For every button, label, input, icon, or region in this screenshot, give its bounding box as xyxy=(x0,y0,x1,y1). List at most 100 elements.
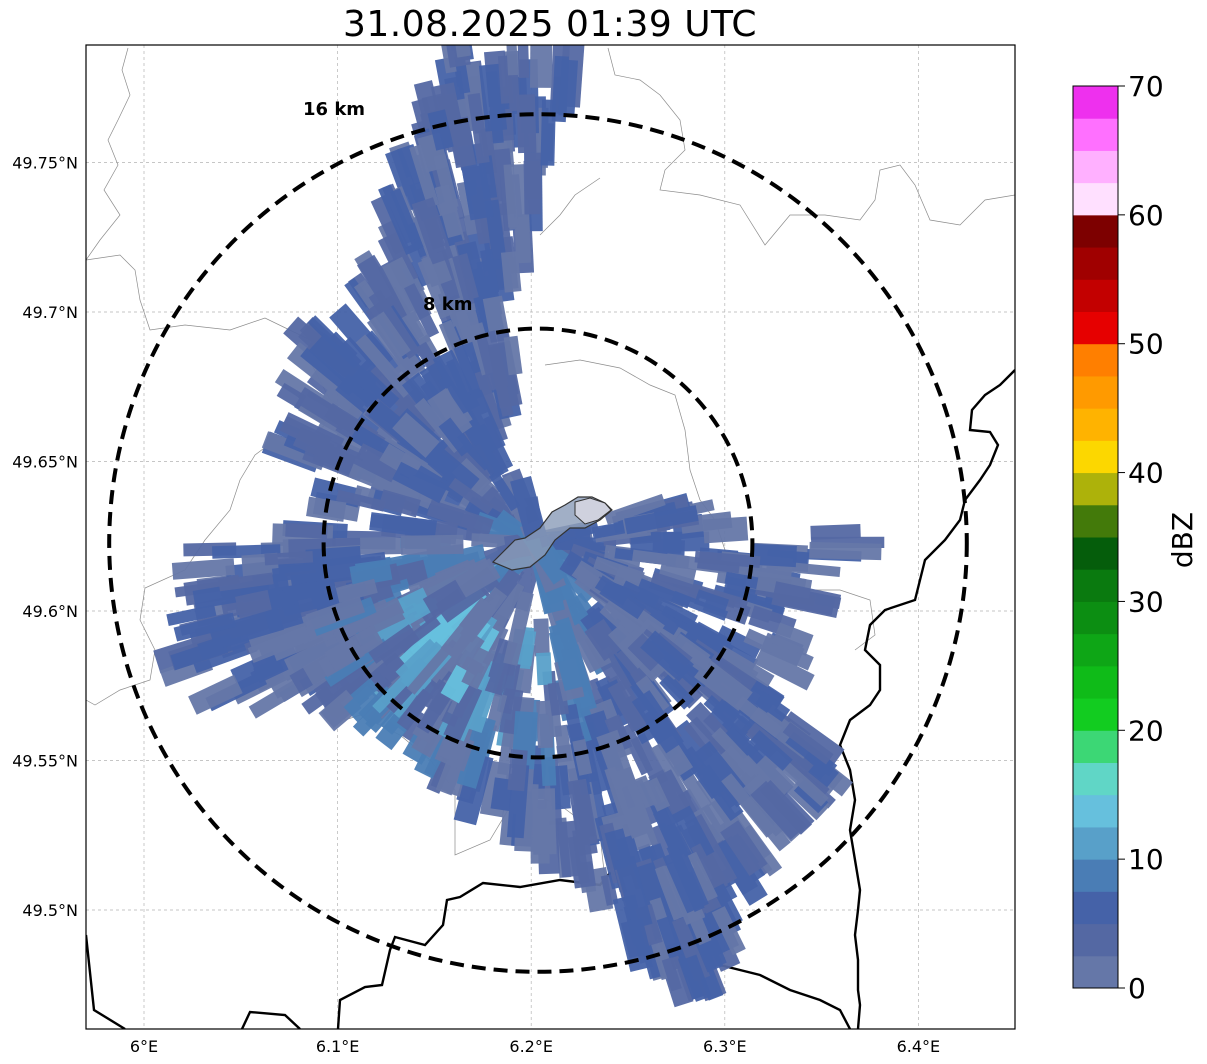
colorbar-label: dBZ xyxy=(1166,512,1199,568)
echo-cell xyxy=(426,499,494,536)
echo-cell xyxy=(507,749,528,792)
colorbar-segment xyxy=(1073,343,1118,377)
echo-cell xyxy=(503,335,523,376)
commune-boundary xyxy=(607,47,1015,246)
lat-tick-label: 49.55°N xyxy=(12,752,78,771)
echo-cell xyxy=(661,957,682,992)
echo-cell xyxy=(584,618,624,661)
colorbar-segment xyxy=(1073,375,1118,409)
echo-cell xyxy=(467,92,490,164)
map-frame xyxy=(85,44,1016,1030)
echo-cell xyxy=(533,618,550,657)
echo-cell xyxy=(517,45,530,79)
range-ring-label: 8 km xyxy=(423,294,473,315)
radar-echoes xyxy=(153,45,885,1008)
echo-cell xyxy=(463,389,506,453)
echo-cell xyxy=(452,558,501,599)
echo-cell xyxy=(392,461,449,504)
echo-cell xyxy=(396,688,434,731)
echo-cell xyxy=(166,604,217,626)
echo-cell xyxy=(343,685,382,723)
echo-cell xyxy=(427,109,454,151)
echo-cell xyxy=(771,581,842,619)
echo-cell xyxy=(548,621,586,692)
echo-cell xyxy=(607,678,651,733)
lat-tick-label: 49.65°N xyxy=(12,453,78,472)
echo-cell xyxy=(640,630,694,682)
echo-cell xyxy=(751,754,796,799)
echo-cell xyxy=(301,685,335,715)
echo-cell xyxy=(392,412,440,458)
echo-cell xyxy=(271,562,324,582)
echo-cell xyxy=(694,589,730,614)
colorbar-tick-label: 50 xyxy=(1128,328,1164,361)
echo-cell xyxy=(620,917,651,959)
echo-cell xyxy=(171,558,235,580)
echo-cell xyxy=(456,715,496,789)
echo-cell xyxy=(492,371,514,417)
echo-cell xyxy=(721,773,777,838)
echo-cell xyxy=(715,625,763,659)
echo-cell xyxy=(772,622,814,656)
colorbar-segment xyxy=(1073,633,1118,667)
lat-tick-label: 49.75°N xyxy=(12,154,78,173)
echo-cell xyxy=(712,698,753,738)
colorbar-segment xyxy=(1073,859,1118,892)
colorbar-segment xyxy=(1073,665,1118,699)
echo-cell xyxy=(530,45,553,88)
echo-cell xyxy=(417,257,453,320)
echo-cell xyxy=(369,512,438,539)
colorbar-segment xyxy=(1073,408,1118,441)
colorbar-segment xyxy=(1073,826,1118,860)
colorbar-segment xyxy=(1073,118,1118,151)
colorbar-segment xyxy=(1073,923,1118,957)
echo-cell xyxy=(292,427,362,473)
echo-cell xyxy=(712,883,743,927)
echo-cell xyxy=(711,727,760,778)
colorbar-segment xyxy=(1073,150,1118,184)
country-border xyxy=(240,1010,301,1029)
country-border xyxy=(86,934,126,1029)
echo-cell xyxy=(422,579,467,618)
echo-cell xyxy=(604,493,666,525)
lat-tick-label: 49.6°N xyxy=(22,602,78,621)
echo-cell xyxy=(632,549,690,569)
echo-cell xyxy=(594,575,631,606)
echo-cell xyxy=(192,639,258,674)
echo-cell xyxy=(567,618,612,674)
echo-cell xyxy=(755,691,791,722)
echo-cell xyxy=(555,617,578,651)
echo-cell xyxy=(448,122,477,169)
colorbar-segment xyxy=(1073,569,1118,602)
echo-cell xyxy=(514,216,532,264)
colorbar-segment xyxy=(1073,762,1118,796)
echo-cell xyxy=(671,590,729,621)
colorbar-segment xyxy=(1073,955,1118,989)
colorbar-frame xyxy=(1072,85,1119,989)
echo-cell xyxy=(694,550,761,568)
colorbar-segment xyxy=(1073,794,1118,828)
echo-cell xyxy=(760,632,805,667)
echo-cell xyxy=(264,551,314,566)
lon-tick-label: 6.1°E xyxy=(316,1037,360,1056)
echo-cell xyxy=(503,590,534,666)
echo-cell xyxy=(572,829,590,884)
echo-cell xyxy=(285,522,328,539)
colorbar-tick-label: 60 xyxy=(1128,199,1164,232)
echo-cell xyxy=(336,489,386,512)
country-border xyxy=(838,369,1015,1029)
echo-cell xyxy=(523,160,541,215)
echo-cell xyxy=(427,447,480,497)
lon-tick-label: 6.2°E xyxy=(509,1037,553,1056)
colorbar-segment xyxy=(1073,730,1118,763)
echo-cell xyxy=(427,387,473,440)
echo-cell xyxy=(558,59,579,117)
echo-cell xyxy=(253,655,289,683)
echo-cell xyxy=(438,417,474,457)
echo-cell xyxy=(461,646,495,690)
echo-cell xyxy=(614,855,653,929)
echo-cell xyxy=(600,873,619,906)
colorbar-segment xyxy=(1073,601,1118,635)
echo-cell xyxy=(372,657,428,714)
